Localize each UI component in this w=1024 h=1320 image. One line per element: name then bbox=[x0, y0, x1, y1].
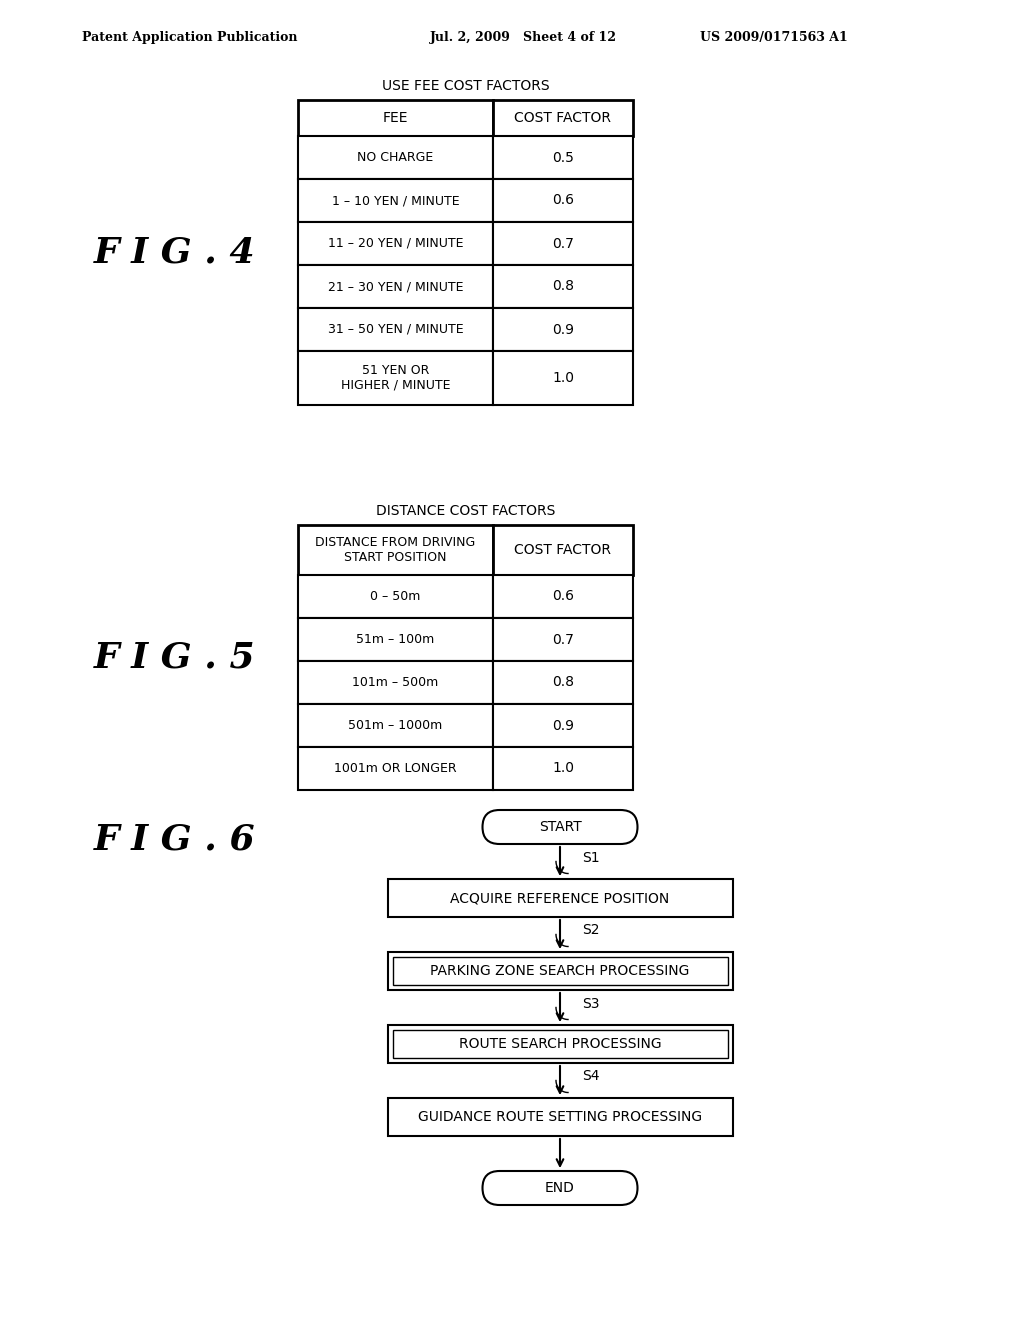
Text: 0.9: 0.9 bbox=[552, 718, 574, 733]
Bar bbox=[298, 180, 493, 222]
Text: 0.9: 0.9 bbox=[552, 322, 574, 337]
Text: F I G . 4: F I G . 4 bbox=[94, 235, 256, 269]
Text: 501m – 1000m: 501m – 1000m bbox=[348, 719, 442, 733]
Text: 31 – 50 YEN / MINUTE: 31 – 50 YEN / MINUTE bbox=[328, 323, 463, 337]
Text: GUIDANCE ROUTE SETTING PROCESSING: GUIDANCE ROUTE SETTING PROCESSING bbox=[418, 1110, 702, 1125]
Text: 0.8: 0.8 bbox=[552, 280, 574, 293]
Bar bbox=[298, 661, 493, 704]
Bar bbox=[387, 1098, 732, 1137]
Bar bbox=[298, 525, 493, 576]
Text: 0.5: 0.5 bbox=[552, 150, 573, 165]
FancyBboxPatch shape bbox=[482, 1171, 638, 1205]
Bar bbox=[493, 351, 633, 405]
Text: DISTANCE FROM DRIVING
START POSITION: DISTANCE FROM DRIVING START POSITION bbox=[315, 536, 475, 564]
Text: ROUTE SEARCH PROCESSING: ROUTE SEARCH PROCESSING bbox=[459, 1038, 662, 1051]
Text: 0.6: 0.6 bbox=[552, 590, 574, 603]
Text: COST FACTOR: COST FACTOR bbox=[514, 543, 611, 557]
Bar bbox=[493, 661, 633, 704]
Text: END: END bbox=[545, 1181, 574, 1195]
Bar bbox=[493, 100, 633, 136]
Text: 0.6: 0.6 bbox=[552, 194, 574, 207]
Text: FEE: FEE bbox=[383, 111, 409, 125]
Bar bbox=[392, 957, 727, 985]
Bar bbox=[493, 747, 633, 789]
Text: 0.7: 0.7 bbox=[552, 236, 573, 251]
Text: S1: S1 bbox=[582, 850, 600, 865]
Text: US 2009/0171563 A1: US 2009/0171563 A1 bbox=[700, 32, 848, 45]
Text: S2: S2 bbox=[582, 924, 599, 937]
Bar bbox=[493, 618, 633, 661]
Text: 1.0: 1.0 bbox=[552, 371, 574, 385]
Text: START: START bbox=[539, 820, 582, 834]
Text: 21 – 30 YEN / MINUTE: 21 – 30 YEN / MINUTE bbox=[328, 280, 463, 293]
Text: Patent Application Publication: Patent Application Publication bbox=[82, 32, 298, 45]
Bar bbox=[298, 136, 493, 180]
Bar bbox=[298, 351, 493, 405]
Text: Jul. 2, 2009   Sheet 4 of 12: Jul. 2, 2009 Sheet 4 of 12 bbox=[430, 32, 617, 45]
Text: F I G . 6: F I G . 6 bbox=[94, 822, 256, 857]
Text: DISTANCE COST FACTORS: DISTANCE COST FACTORS bbox=[376, 504, 555, 517]
Bar bbox=[493, 576, 633, 618]
Text: 51 YEN OR
HIGHER / MINUTE: 51 YEN OR HIGHER / MINUTE bbox=[341, 364, 451, 392]
Bar bbox=[298, 618, 493, 661]
Bar bbox=[493, 136, 633, 180]
Bar bbox=[392, 1030, 727, 1059]
FancyBboxPatch shape bbox=[482, 810, 638, 843]
Text: ACQUIRE REFERENCE POSITION: ACQUIRE REFERENCE POSITION bbox=[451, 891, 670, 906]
Bar bbox=[493, 180, 633, 222]
Bar bbox=[298, 100, 493, 136]
Bar bbox=[298, 222, 493, 265]
Bar bbox=[493, 704, 633, 747]
Bar bbox=[493, 308, 633, 351]
Bar bbox=[387, 1026, 732, 1063]
Text: 0.8: 0.8 bbox=[552, 676, 574, 689]
Text: USE FEE COST FACTORS: USE FEE COST FACTORS bbox=[382, 79, 549, 92]
Text: 51m – 100m: 51m – 100m bbox=[356, 634, 434, 645]
Text: 1001m OR LONGER: 1001m OR LONGER bbox=[334, 762, 457, 775]
Text: 11 – 20 YEN / MINUTE: 11 – 20 YEN / MINUTE bbox=[328, 238, 463, 249]
Text: PARKING ZONE SEARCH PROCESSING: PARKING ZONE SEARCH PROCESSING bbox=[430, 964, 690, 978]
Bar bbox=[298, 704, 493, 747]
Text: 1.0: 1.0 bbox=[552, 762, 574, 776]
Bar bbox=[298, 576, 493, 618]
Text: 101m – 500m: 101m – 500m bbox=[352, 676, 438, 689]
Bar bbox=[387, 879, 732, 917]
Bar bbox=[298, 265, 493, 308]
Text: 0.7: 0.7 bbox=[552, 632, 573, 647]
Bar bbox=[493, 222, 633, 265]
Bar bbox=[493, 265, 633, 308]
Bar bbox=[387, 952, 732, 990]
Text: S4: S4 bbox=[582, 1069, 599, 1084]
Text: 0 – 50m: 0 – 50m bbox=[371, 590, 421, 603]
Text: COST FACTOR: COST FACTOR bbox=[514, 111, 611, 125]
Bar bbox=[298, 308, 493, 351]
Bar bbox=[493, 525, 633, 576]
Bar bbox=[298, 747, 493, 789]
Text: NO CHARGE: NO CHARGE bbox=[357, 150, 433, 164]
Text: F I G . 5: F I G . 5 bbox=[94, 640, 256, 675]
Text: 1 – 10 YEN / MINUTE: 1 – 10 YEN / MINUTE bbox=[332, 194, 460, 207]
Text: S3: S3 bbox=[582, 997, 599, 1011]
